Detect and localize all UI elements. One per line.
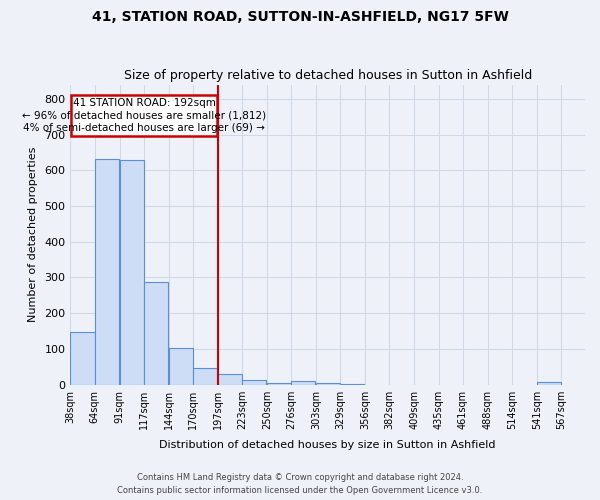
Bar (143, 282, 168, 384)
Title: Size of property relative to detached houses in Sutton in Ashfield: Size of property relative to detached ho… (124, 69, 532, 82)
Bar (242, 380, 266, 384)
Bar (95, 158, 119, 384)
Text: ← 96% of detached houses are smaller (1,812): ← 96% of detached houses are smaller (1,… (22, 111, 266, 121)
Bar (316, 383, 340, 384)
Bar (291, 382, 315, 384)
Bar (267, 383, 291, 384)
Text: 4% of semi-detached houses are larger (69) →: 4% of semi-detached houses are larger (6… (23, 123, 265, 133)
Bar (70, 332, 95, 384)
X-axis label: Distribution of detached houses by size in Sutton in Ashfield: Distribution of detached houses by size … (160, 440, 496, 450)
Bar (169, 348, 193, 385)
Bar (537, 382, 561, 384)
FancyBboxPatch shape (71, 96, 217, 136)
Bar (119, 160, 143, 384)
Bar (193, 368, 217, 384)
Text: 41 STATION ROAD: 192sqm: 41 STATION ROAD: 192sqm (73, 98, 215, 108)
Text: 41, STATION ROAD, SUTTON-IN-ASHFIELD, NG17 5FW: 41, STATION ROAD, SUTTON-IN-ASHFIELD, NG… (92, 10, 508, 24)
Y-axis label: Number of detached properties: Number of detached properties (28, 147, 38, 322)
Text: Contains HM Land Registry data © Crown copyright and database right 2024.
Contai: Contains HM Land Registry data © Crown c… (118, 474, 482, 495)
Bar (218, 374, 242, 384)
